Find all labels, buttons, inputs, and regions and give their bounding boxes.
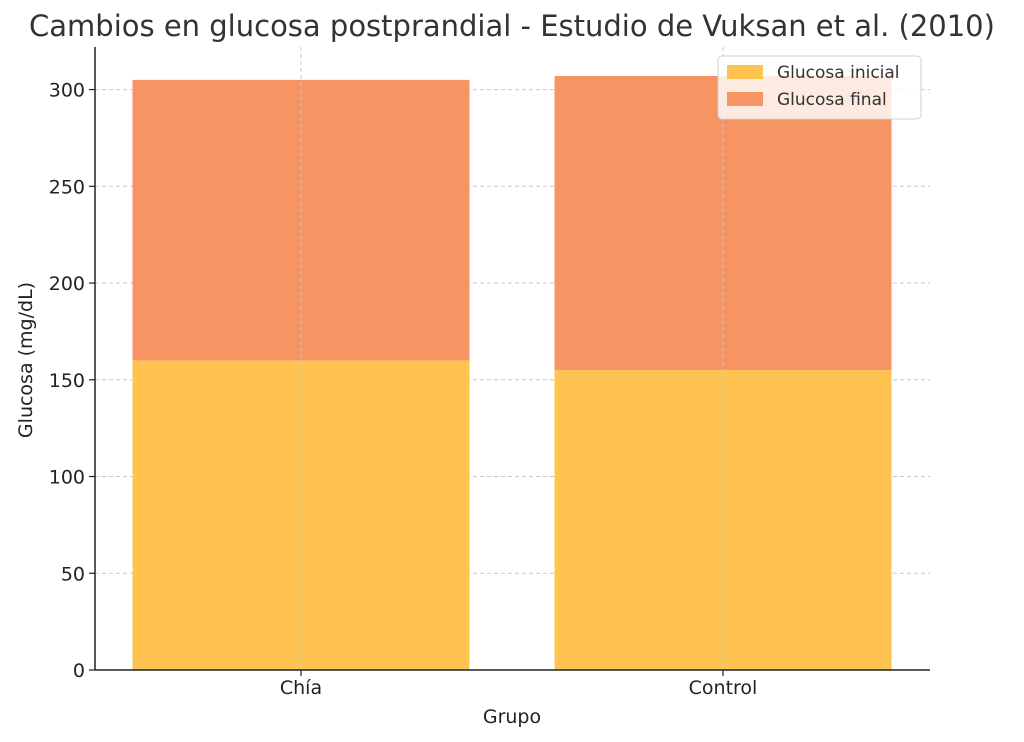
y-tick-label: 200 bbox=[49, 273, 85, 295]
legend-box bbox=[717, 55, 922, 120]
y-ticks: 0 50 100 150 200 250 300 bbox=[49, 80, 95, 682]
x-axis-label: Grupo bbox=[483, 706, 541, 728]
x-ticks: Chía Control bbox=[280, 670, 757, 699]
x-tick-label: Chía bbox=[280, 677, 322, 699]
chart-title: Cambios en glucosa postprandial - Estudi… bbox=[29, 9, 995, 43]
y-tick-label: 300 bbox=[49, 80, 85, 102]
legend: Glucosa inicial Glucosa final bbox=[717, 55, 922, 120]
bars bbox=[132, 76, 892, 670]
legend-swatch bbox=[727, 92, 763, 106]
y-tick-label: 100 bbox=[49, 467, 85, 489]
y-tick-label: 50 bbox=[61, 563, 85, 585]
x-tick-label: Control bbox=[689, 677, 758, 699]
y-tick-label: 150 bbox=[49, 370, 85, 392]
legend-label: Glucosa final bbox=[777, 90, 887, 110]
y-axis-label: Glucosa (mg/dL) bbox=[15, 282, 37, 438]
bar-inicial-1 bbox=[554, 370, 892, 670]
y-tick-label: 0 bbox=[73, 660, 85, 682]
legend-swatch bbox=[727, 65, 763, 79]
axes bbox=[94, 47, 930, 671]
y-tick-label: 250 bbox=[49, 176, 85, 198]
x-grid bbox=[300, 47, 724, 670]
bar-final-0 bbox=[132, 79, 470, 361]
legend-label: Glucosa inicial bbox=[777, 63, 900, 83]
